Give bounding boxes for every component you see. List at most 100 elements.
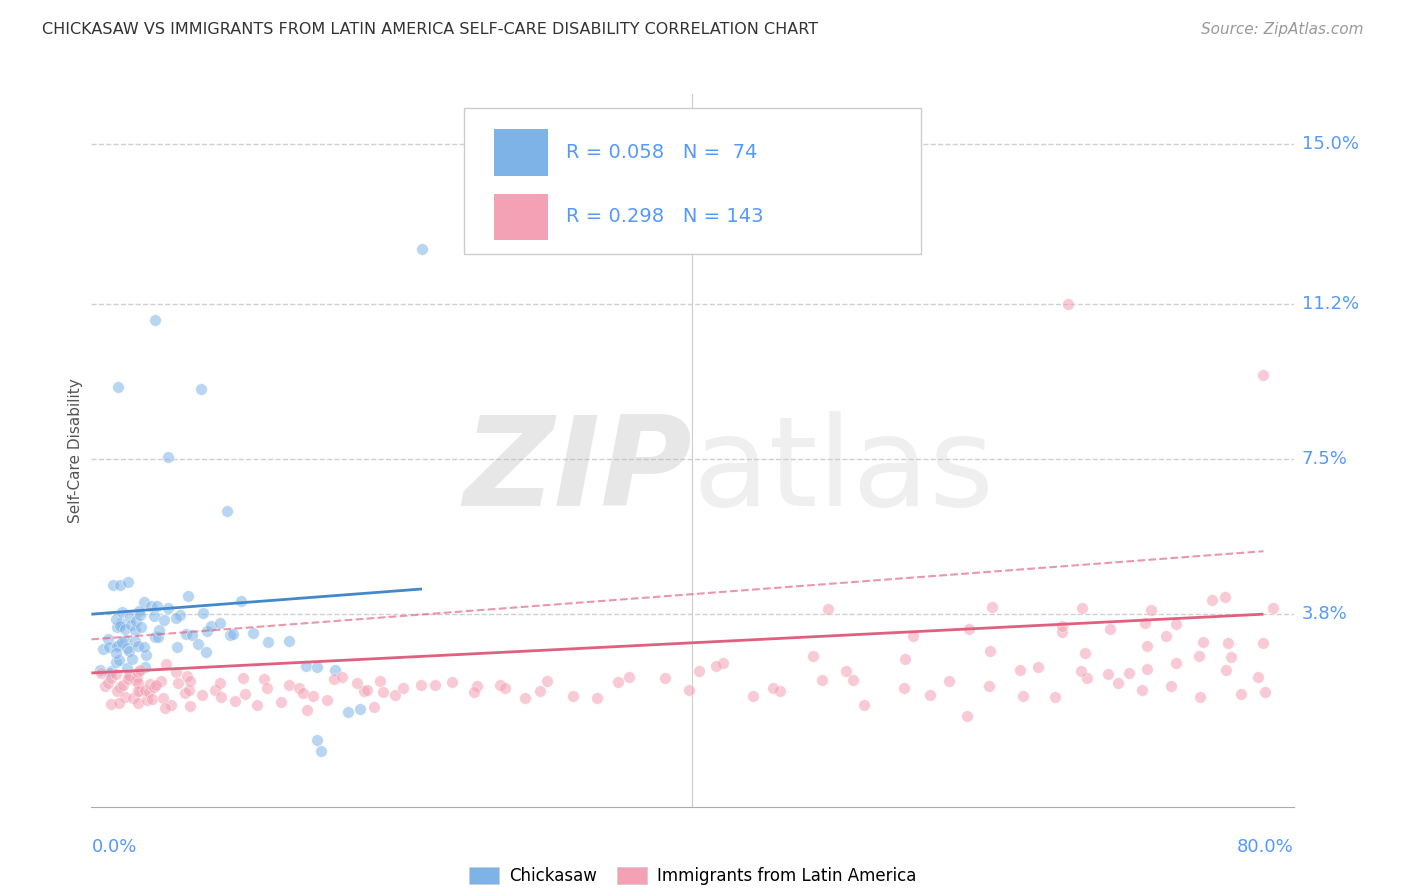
Text: 15.0%: 15.0% [1302,135,1360,153]
Point [120,617,142,632]
FancyBboxPatch shape [464,108,921,254]
Text: 80.0%: 80.0% [1237,838,1294,856]
Point [142,608,165,623]
Point [356,682,378,697]
Point [586,690,609,705]
Point [134,640,156,655]
Point [561,690,583,704]
Point [187,637,209,651]
Text: R = 0.298   N = 143: R = 0.298 N = 143 [567,207,763,226]
Point [1052,619,1074,633]
Point [1139,603,1161,617]
Point [121,652,143,666]
Point [1136,662,1159,676]
Point [117,644,139,658]
Point [190,382,212,396]
Point [1057,296,1080,310]
Point [117,672,139,686]
Point [191,607,214,621]
Point [688,664,710,678]
Point [315,693,337,707]
Point [215,504,238,518]
Point [139,599,162,613]
Point [97,640,120,654]
Point [129,684,152,698]
Point [1008,663,1031,677]
Point [127,640,149,654]
Point [127,675,149,690]
Point [174,627,197,641]
Point [423,678,446,692]
Point [323,672,346,686]
Point [117,640,139,655]
Point [180,628,202,642]
Point [384,689,406,703]
Text: 3.8%: 3.8% [1302,605,1348,624]
Point [177,589,200,603]
Point [129,607,152,622]
Text: ZIP: ZIP [464,411,692,533]
Point [179,673,201,688]
Point [127,684,149,698]
Point [134,659,156,673]
Point [124,624,146,638]
Point [979,679,1001,693]
Point [105,612,128,626]
Point [349,702,371,716]
Point [127,696,149,710]
Point [146,599,169,613]
Point [489,678,512,692]
Point [125,673,148,688]
Point [1133,615,1156,630]
Point [105,666,128,681]
Point [1215,663,1237,677]
Point [165,665,187,679]
Point [1011,689,1033,703]
Point [305,733,328,747]
Point [392,681,415,696]
Point [762,681,785,695]
Point [96,675,118,690]
Point [463,685,485,699]
Point [97,632,120,646]
Point [242,626,264,640]
Point [301,689,323,703]
Point [191,689,214,703]
Point [104,646,127,660]
Point [311,744,333,758]
Point [253,673,276,687]
Point [1191,634,1213,648]
Point [1164,617,1187,632]
Point [91,642,114,657]
Point [118,668,141,682]
Point [156,450,179,464]
Point [704,659,727,673]
Point [1247,670,1270,684]
Point [114,690,136,704]
Point [107,380,129,394]
Point [1136,639,1159,653]
Point [142,680,165,694]
Point [1216,636,1239,650]
Point [112,677,135,691]
Point [979,644,1001,658]
Point [100,697,122,711]
Point [94,679,117,693]
Point [114,632,136,647]
Point [132,595,155,609]
Point [801,648,824,663]
Point [145,678,167,692]
Point [110,616,132,631]
Point [222,627,245,641]
Point [292,686,315,700]
Point [1130,683,1153,698]
Point [90,665,112,680]
Point [467,679,489,693]
Point [128,604,150,618]
Point [107,653,129,667]
Point [177,682,200,697]
Point [1213,590,1236,604]
Point [1099,622,1122,636]
Y-axis label: Self-Care Disability: Self-Care Disability [67,378,83,523]
Text: 7.5%: 7.5% [1302,450,1348,468]
